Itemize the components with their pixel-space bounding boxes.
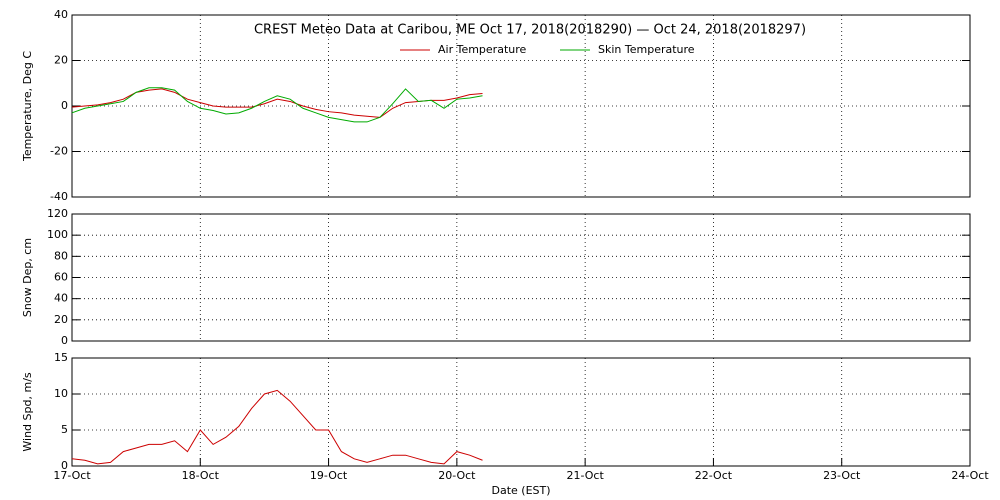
y-axis-label: Temperature, Deg C xyxy=(21,51,34,162)
data-line xyxy=(71,389,483,465)
x-tick-label: 19-Oct xyxy=(310,469,348,482)
legend-label: Air Temperature xyxy=(438,43,527,56)
y-tick-label: 5 xyxy=(61,423,68,436)
y-tick-label: 20 xyxy=(54,54,68,67)
x-axis-label: Date (EST) xyxy=(491,484,550,497)
x-tick-label: 21-Oct xyxy=(566,469,604,482)
y-tick-label: 100 xyxy=(47,228,68,241)
x-tick-label: 24-Oct xyxy=(951,469,989,482)
x-tick-label: 22-Oct xyxy=(695,469,733,482)
x-tick-label: 18-Oct xyxy=(182,469,220,482)
y-tick-label: -40 xyxy=(50,190,68,203)
y-tick-label: 80 xyxy=(54,249,68,262)
data-line xyxy=(71,88,483,118)
y-tick-label: 60 xyxy=(54,271,68,284)
y-axis-label: Wind Spd, m/s xyxy=(21,372,34,452)
y-tick-label: 40 xyxy=(54,292,68,305)
x-tick-label: 23-Oct xyxy=(823,469,861,482)
legend-label: Skin Temperature xyxy=(598,43,695,56)
y-axis-label: Snow Dep, cm xyxy=(21,238,34,317)
y-tick-label: 0 xyxy=(61,334,68,347)
chart-title: CREST Meteo Data at Caribou, ME Oct 17, … xyxy=(254,23,806,38)
y-tick-label: 120 xyxy=(47,207,68,220)
y-tick-label: 20 xyxy=(54,313,68,326)
x-tick-label: 17-Oct xyxy=(53,469,91,482)
y-tick-label: -20 xyxy=(50,145,68,158)
y-tick-label: 15 xyxy=(54,351,68,364)
plot-frame xyxy=(71,357,971,467)
x-tick-label: 20-Oct xyxy=(438,469,476,482)
y-tick-label: 0 xyxy=(61,99,68,112)
y-tick-label: 10 xyxy=(54,387,68,400)
y-tick-label: 40 xyxy=(54,8,68,21)
data-line xyxy=(71,87,483,123)
y-tick-label: 0 xyxy=(61,459,68,472)
